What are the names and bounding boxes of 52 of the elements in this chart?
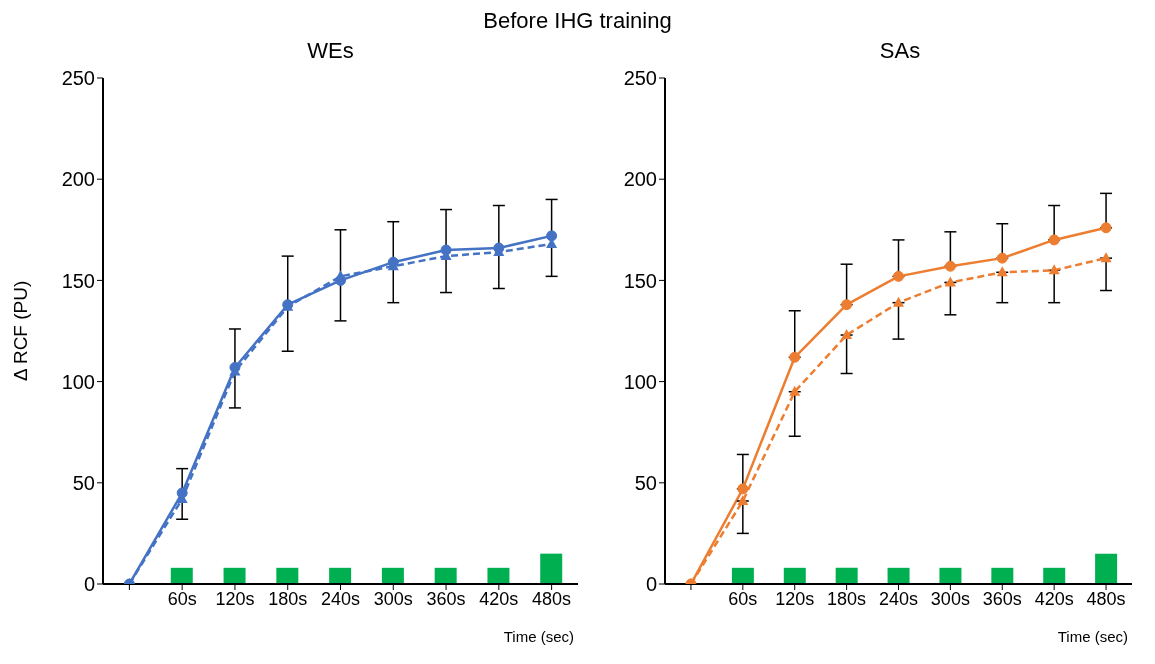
point [944,260,956,272]
y-axis-title: Δ RCF (PU) [9,280,31,381]
y-tick-label: 0 [645,573,657,596]
chart-title: WEs [306,38,355,65]
point [893,296,904,307]
text: Before IHG training [482,8,673,35]
point [841,299,853,311]
point [789,385,801,396]
point [737,495,749,506]
x-axis-title: Time (sec) [1057,628,1128,645]
x-tick-label: 300s [930,588,970,609]
x-axis-title: Time (sec) [503,628,574,645]
point [789,351,801,363]
point [335,270,346,281]
x-tick-label: 120s [215,588,255,609]
y-tick-label: 200 [623,168,657,191]
x-tick-label: 180s [827,588,867,609]
x-tick-label: 120s [775,588,815,609]
y-tick-label: 150 [623,269,657,292]
x-tick-label: 420s [1034,588,1074,609]
point [1048,234,1060,246]
y-tick-label: 0 [83,573,95,596]
x-tick-label: 480s [1086,588,1126,609]
y-tick-label: 250 [61,67,95,90]
x-tick-label: 360s [426,588,466,609]
y-tick-label: 100 [623,370,657,393]
x-tick-label: 360s [982,588,1022,609]
y-tick-label: 200 [61,168,95,191]
point [737,483,749,495]
y-tick-label: 250 [623,67,657,90]
y-tick-label: 150 [61,269,95,292]
x-tick-label: 300s [373,588,413,609]
y-tick-label: 50 [634,471,657,494]
x-tick-label: 420s [479,588,519,609]
x-tick-label: 240s [878,588,919,609]
x-tick-label: 480s [532,588,572,609]
point [893,270,904,282]
point [1048,264,1060,275]
x-tick-label: 180s [268,588,308,609]
point [996,252,1008,264]
point [1100,252,1112,263]
point [841,329,853,340]
x-tick-label: 60s [728,588,758,609]
point [1100,222,1112,234]
point [996,266,1008,277]
x-tick-label: 240s [320,588,361,609]
y-tick-label: 50 [72,471,95,494]
x-tick-label: 60s [167,588,197,609]
y-tick-label: 100 [61,370,95,393]
point [944,276,956,287]
chart-title: SAs [878,38,922,65]
point [546,230,558,242]
